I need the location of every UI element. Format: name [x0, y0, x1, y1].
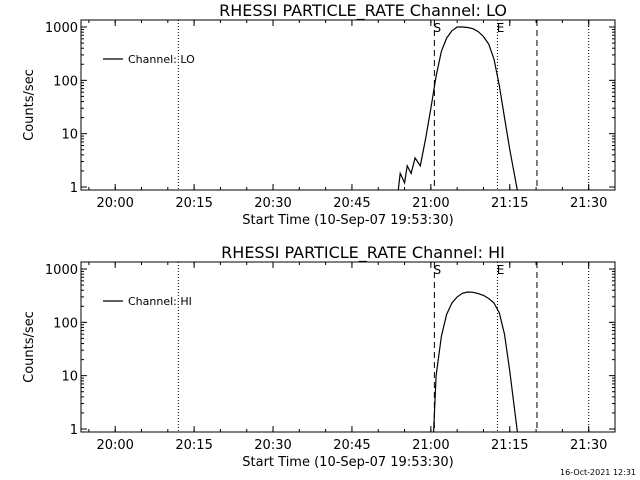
x-tick-label: 20:45: [333, 196, 370, 211]
x-tick-label: 20:00: [96, 438, 133, 453]
marker-label: S: [434, 263, 442, 277]
y-tick-label: 1: [70, 423, 78, 438]
series-line-0: [397, 26, 518, 190]
y-tick-label: 1000: [45, 21, 78, 36]
x-tick-label: 20:15: [175, 438, 212, 453]
plot-frame: [80, 261, 616, 433]
legend-label: Channel: LO: [128, 53, 195, 66]
x-tick-label: 20:30: [254, 438, 291, 453]
x-tick-label: 20:00: [96, 196, 133, 211]
x-tick-label: 20:15: [175, 196, 212, 211]
chart-title: RHESSI PARTICLE_RATE Channel: HI: [221, 243, 505, 263]
y-tick-label: 10: [61, 128, 78, 143]
chart-panel-1: RHESSI PARTICLE_RATE Channel: HI 20:00 20:…: [22, 243, 616, 470]
legend-label: Channel: HI: [128, 295, 192, 308]
y-tick-label: 1: [70, 181, 78, 196]
x-axis-label: Start Time (10-Sep-07 19:53:30): [242, 455, 453, 470]
series-line-0: [432, 291, 519, 432]
x-tick-label: 21:30: [570, 438, 607, 453]
x-axis-label: Start Time (10-Sep-07 19:53:30): [242, 213, 453, 228]
chart-panel-0: RHESSI PARTICLE_RATE Channel: LO 20:00 20:…: [22, 1, 616, 228]
x-tick-label: 21:15: [491, 438, 528, 453]
x-tick-label: 21:30: [570, 196, 607, 211]
y-tick-label: 100: [53, 74, 78, 89]
x-tick-label: 20:45: [333, 438, 370, 453]
marker-label: E: [497, 263, 505, 277]
y-axis-label: Counts/sec: [22, 311, 37, 383]
marker-label: E: [497, 21, 505, 35]
y-axis-label: Counts/sec: [22, 69, 37, 141]
y-tick-label: 1000: [45, 263, 78, 278]
x-tick-label: 21:00: [412, 438, 449, 453]
x-tick-label: 21:15: [491, 196, 528, 211]
plot-frame: [80, 19, 616, 191]
chart-title: RHESSI PARTICLE_RATE Channel: LO: [219, 1, 507, 21]
x-tick-label: 20:30: [254, 196, 291, 211]
marker-label: S: [434, 21, 442, 35]
x-tick-label: 21:00: [412, 196, 449, 211]
y-tick-label: 10: [61, 370, 78, 385]
footer-timestamp: 16-Oct-2021 12:31: [560, 468, 636, 477]
y-tick-label: 100: [53, 316, 78, 331]
